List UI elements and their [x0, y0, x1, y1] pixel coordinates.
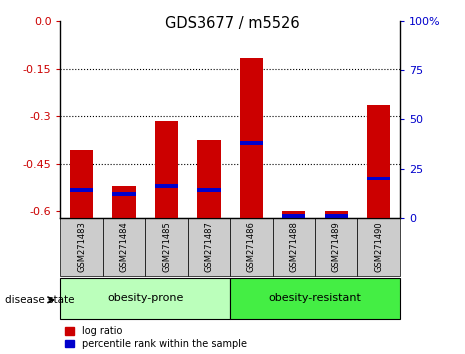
Bar: [240, 141, 263, 145]
Text: GDS3677 / m5526: GDS3677 / m5526: [165, 16, 300, 31]
Text: obesity-resistant: obesity-resistant: [269, 293, 361, 303]
Bar: [272, 218, 315, 276]
Bar: [155, 184, 178, 188]
Bar: [197, 188, 220, 192]
Bar: [367, 105, 390, 218]
Bar: [367, 177, 390, 180]
Bar: [325, 214, 348, 218]
Text: GSM271490: GSM271490: [374, 222, 383, 272]
Bar: [155, 121, 178, 218]
Text: GSM271487: GSM271487: [205, 222, 213, 272]
Bar: [70, 150, 93, 218]
Bar: [60, 218, 103, 276]
Bar: [240, 58, 263, 218]
Bar: [145, 218, 188, 276]
Text: GSM271485: GSM271485: [162, 222, 171, 272]
Bar: [103, 218, 145, 276]
Bar: [315, 218, 358, 276]
Text: GSM271488: GSM271488: [289, 222, 299, 272]
Bar: [70, 188, 93, 192]
Bar: [282, 211, 306, 218]
Legend: log ratio, percentile rank within the sample: log ratio, percentile rank within the sa…: [65, 326, 247, 349]
Text: GSM271483: GSM271483: [77, 222, 86, 272]
Bar: [282, 214, 306, 218]
Bar: [60, 278, 230, 319]
Bar: [113, 186, 136, 218]
Bar: [230, 218, 272, 276]
Text: GSM271489: GSM271489: [332, 222, 341, 272]
Bar: [358, 218, 400, 276]
Text: disease state: disease state: [5, 295, 74, 305]
Bar: [325, 211, 348, 218]
Text: obesity-prone: obesity-prone: [107, 293, 184, 303]
Text: GSM271486: GSM271486: [247, 222, 256, 272]
Bar: [230, 278, 400, 319]
Bar: [113, 192, 136, 196]
Bar: [197, 140, 220, 218]
Bar: [188, 218, 230, 276]
Text: GSM271484: GSM271484: [120, 222, 129, 272]
